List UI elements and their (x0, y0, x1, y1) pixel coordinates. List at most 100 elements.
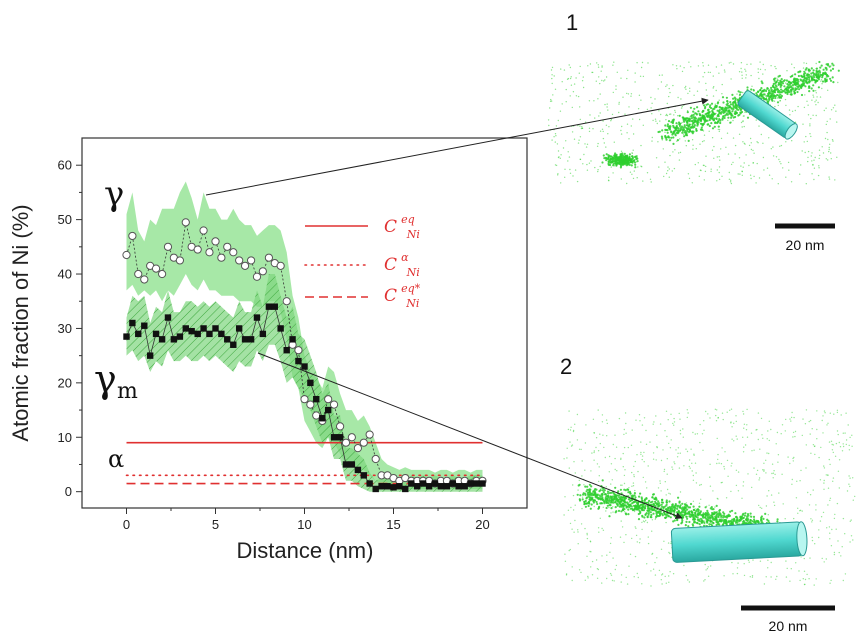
atom-dot-dense (605, 506, 608, 510)
atom-dot-dense (605, 153, 608, 156)
atom-dot (838, 551, 840, 554)
data-point-gamma-m (313, 395, 320, 403)
atom-dot (784, 430, 786, 432)
atom-dot (823, 488, 825, 490)
atom-dot-dense (665, 501, 669, 504)
atom-dot (640, 66, 643, 69)
atom-dot (580, 127, 583, 130)
atom-dot (849, 485, 851, 488)
atom-dot (836, 430, 839, 432)
atom-dot (669, 154, 671, 157)
data-point-gamma-m (342, 461, 350, 468)
data-point-gamma-m (366, 480, 373, 487)
atom-dot-dense (693, 509, 696, 512)
atom-dot (596, 463, 599, 465)
atom-dot (641, 455, 644, 457)
atom-dot-dense (651, 496, 654, 499)
atom-dot (573, 461, 575, 463)
atom-dot (786, 567, 788, 570)
atom-dot-dense (773, 94, 776, 97)
atom-dot-dense (636, 160, 639, 163)
atom-dot-dense (703, 524, 706, 527)
atom-dot (845, 443, 847, 446)
atom-dot-dense (780, 94, 784, 98)
atom-dot-dense (670, 509, 673, 512)
atom-dot (650, 570, 652, 572)
atom-dot (672, 84, 674, 87)
atom-dot (569, 95, 571, 97)
atom-dot-dense (734, 110, 737, 113)
atom-dot-dense (798, 88, 801, 91)
atom-dot (584, 143, 586, 145)
atom-dot (773, 501, 775, 503)
atom-dot-dense (798, 84, 801, 87)
atom-dot-dense (810, 87, 813, 90)
atom-dot (642, 476, 644, 479)
atom-dot-dense (649, 515, 652, 519)
atom-dot-dense (756, 90, 760, 93)
atom-dot (626, 583, 629, 585)
atom-dot-dense (661, 137, 664, 140)
atom-dot-dense (606, 498, 609, 501)
atom-dot-dense (614, 501, 617, 504)
atom-dot (638, 414, 641, 416)
atom-dot (805, 467, 807, 469)
atom-dot-dense (783, 85, 786, 88)
atom-dot (598, 475, 600, 477)
atom-dot (758, 77, 760, 80)
atom-dot (717, 417, 719, 419)
atom-dot-dense (614, 156, 617, 159)
atom-dot (677, 96, 679, 99)
atom-dot (810, 117, 812, 120)
atom-dot (761, 507, 763, 509)
atom-dot (830, 152, 832, 154)
atom-dot (597, 527, 600, 529)
atom-dot-dense (810, 72, 813, 75)
atom-dot-dense (700, 521, 704, 525)
atom-dot-dense (646, 509, 649, 512)
atom-dot-dense (739, 91, 742, 94)
atom-dot (778, 158, 780, 161)
atom-dot-dense (694, 120, 697, 123)
atom-dot-dense (579, 494, 582, 497)
atom-dot-dense (794, 88, 797, 91)
atom-dot (649, 441, 651, 443)
atom-dot (830, 109, 833, 111)
atom-dot (762, 73, 764, 75)
data-point-gamma-m (146, 352, 154, 359)
atom-dot-dense (702, 109, 705, 112)
atom-dot (712, 87, 714, 89)
atom-dot (612, 511, 614, 513)
atom-dot-dense (728, 109, 731, 112)
atom-dot (574, 169, 577, 171)
atom-dot (641, 521, 643, 524)
atom-dot (602, 130, 604, 133)
atom-dot-dense (633, 492, 637, 495)
atom-dot (814, 543, 816, 545)
data-point-gamma (235, 256, 244, 265)
atom-dot-dense (605, 159, 608, 162)
atom-dot (579, 158, 581, 160)
atom-dot (602, 434, 604, 436)
atom-dot-dense (707, 123, 710, 126)
atom-dot (768, 452, 770, 455)
atom-dot (598, 480, 600, 483)
atom-dot (591, 452, 593, 454)
atom-dot (584, 442, 587, 444)
atom-dot (768, 174, 771, 176)
atom-dot-dense (722, 115, 725, 118)
atom-dot (672, 151, 674, 153)
atom-dot (849, 520, 851, 522)
atom-dot (687, 579, 689, 581)
atom-dot (829, 463, 831, 466)
atom-dot-dense (695, 515, 698, 519)
atom-dot (668, 168, 670, 170)
atom-dot (822, 152, 825, 154)
atom-dot (676, 68, 678, 70)
atom-dot-dense (750, 88, 753, 91)
atom-dot-dense (747, 514, 750, 517)
atom-dot-dense (779, 91, 782, 94)
data-point-gamma-m (200, 325, 207, 332)
data-point-gamma (217, 253, 226, 262)
